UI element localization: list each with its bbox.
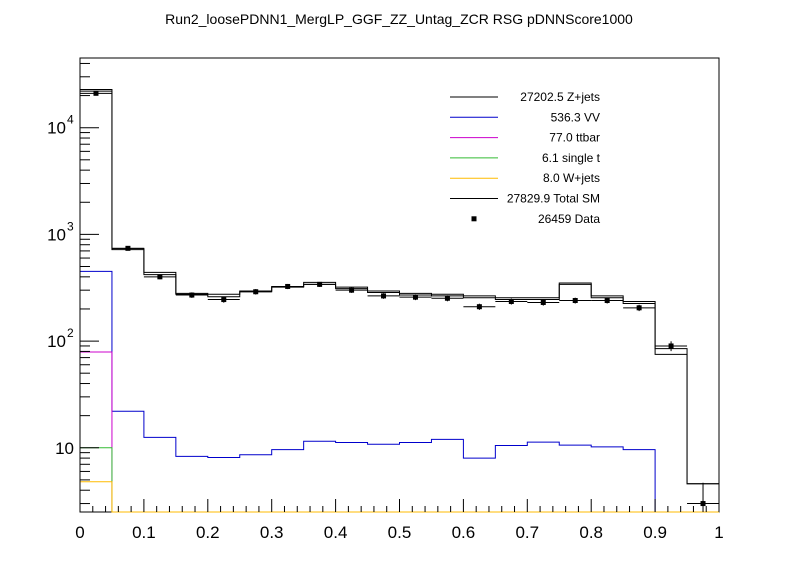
x-tick-label: 0.1 xyxy=(132,523,156,542)
data-point xyxy=(239,289,272,295)
legend-label: 26459 Data xyxy=(538,212,600,226)
y-tick-label: 10 xyxy=(47,332,66,351)
data-point xyxy=(143,274,176,280)
data-point xyxy=(655,341,688,352)
data-point xyxy=(431,295,464,302)
y-tick-exponent: 3 xyxy=(67,219,74,233)
legend-label: 536.3 VV xyxy=(551,110,600,124)
data-point xyxy=(111,245,144,251)
legend-entry: 26459 Data xyxy=(471,212,600,226)
y-tick-exponent: 2 xyxy=(67,326,74,340)
data-point xyxy=(623,304,656,312)
legend-entry: 77.0 ttbar xyxy=(450,131,600,145)
y-tick-label: 10 xyxy=(47,119,66,138)
data-point xyxy=(591,297,624,304)
data-point xyxy=(175,292,208,298)
x-tick-label: 0.8 xyxy=(579,523,603,542)
data-point xyxy=(207,296,240,303)
data-point xyxy=(80,90,112,96)
data-point xyxy=(495,298,528,305)
x-tick-label: 0 xyxy=(75,523,84,542)
series-w-jets-line xyxy=(79,481,719,513)
x-tick-label: 0.6 xyxy=(452,523,476,542)
legend-label: 6.1 single t xyxy=(542,151,601,165)
legend-label: 27202.5 Z+jets xyxy=(520,90,600,104)
x-tick-label: 0.2 xyxy=(196,523,220,542)
series-layer xyxy=(79,89,720,513)
legend: 27202.5 Z+jets 536.3 VV 77.0 ttbar 6.1 sing… xyxy=(450,90,601,226)
data-points-layer xyxy=(80,90,719,512)
data-point xyxy=(399,294,432,301)
legend-label: 77.0 ttbar xyxy=(549,131,600,145)
legend-marker xyxy=(471,216,477,222)
legend-entry: 27829.9 Total SM xyxy=(450,192,600,206)
x-tick-label: 0.4 xyxy=(324,523,348,542)
data-point xyxy=(271,283,304,290)
legend-label: 8.0 W+jets xyxy=(543,171,600,185)
data-point xyxy=(335,287,368,293)
data-point xyxy=(367,293,400,299)
legend-entry: 27202.5 Z+jets xyxy=(450,90,600,104)
data-point xyxy=(303,281,336,287)
data-point xyxy=(559,297,592,304)
legend-entry: 6.1 single t xyxy=(450,151,601,165)
x-tick-label: 0.3 xyxy=(260,523,284,542)
data-point xyxy=(687,482,719,512)
x-tick-label: 1 xyxy=(714,523,723,542)
x-tick-label: 0.5 xyxy=(388,523,412,542)
x-tick-label: 0.7 xyxy=(515,523,539,542)
legend-label: 27829.9 Total SM xyxy=(507,192,600,206)
y-tick-label: 10 xyxy=(47,225,66,244)
y-tick-exponent: 4 xyxy=(67,113,74,127)
series-ttbar-line xyxy=(79,351,719,513)
y-tick-label: 10 xyxy=(55,439,74,458)
data-point xyxy=(463,303,496,310)
x-tick-label: 0.9 xyxy=(643,523,667,542)
series-total-sm-line xyxy=(79,89,720,512)
chart-title: Run2_loosePDNN1_MergLP_GGF_ZZ_Untag_ZCR … xyxy=(165,11,633,27)
data-point xyxy=(527,299,560,306)
legend-entry: 8.0 W+jets xyxy=(450,171,600,185)
series-vv-line xyxy=(79,270,719,513)
legend-entry: 536.3 VV xyxy=(450,110,600,124)
